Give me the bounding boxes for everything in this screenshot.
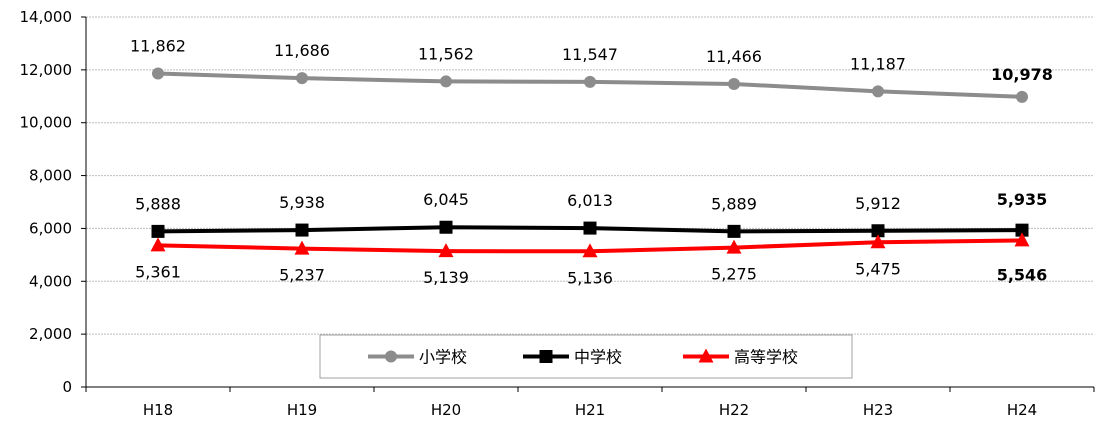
y-tick-label: 4,000 [29,272,72,290]
x-tick-label: H18 [143,401,173,419]
data-point-elementary [872,85,884,98]
x-tick-label: H21 [575,401,605,419]
data-point-elementary [728,77,740,90]
y-tick-label: 2,000 [29,325,72,343]
data-point-high-school [150,237,166,252]
data-point-high-school [726,239,742,254]
data-point-high-school [870,234,886,249]
data-point-junior-high [151,224,165,238]
y-tick-label: 6,000 [29,219,72,237]
x-tick-label: H20 [431,401,461,419]
x-tick-label: H19 [287,401,317,419]
data-point-elementary [1016,90,1028,103]
data-point-elementary [296,72,308,85]
legend-label-junior-high: 中学校 [574,348,622,367]
legend-marker [385,350,397,363]
legend-label-high-school: 高等学校 [734,348,798,367]
data-point-high-school [294,240,310,255]
y-axis-tick-labels: 0 2,000 4,000 6,000 8,000 10,000 12,000 14,000 [20,8,73,396]
data-label-junior-high: 5,938 [279,193,325,212]
data-label-junior-high: 5,912 [855,194,901,213]
data-label-elementary: 11,547 [562,45,618,64]
data-label-elementary: 11,862 [130,37,186,56]
data-point-junior-high [439,220,453,234]
data-label-high-school: 5,237 [279,266,325,285]
data-label-junior-high: 6,045 [423,190,469,209]
data-label-elementary: 11,187 [850,54,906,73]
data-label-junior-high: 6,013 [567,191,613,210]
data-label-high-school: 5,475 [855,259,901,278]
data-label-high-school: 5,361 [135,262,181,281]
legend-marker [698,348,714,363]
y-tick-label: 0 [62,378,72,396]
data-point-junior-high [583,221,597,235]
y-tick-label: 8,000 [29,167,72,185]
data-point-junior-high [1015,223,1029,237]
data-point-elementary [584,75,596,88]
data-point-high-school [1014,232,1030,247]
data-label-elementary: 11,686 [274,41,330,60]
data-label-junior-high: 5,888 [135,194,181,213]
y-tick-label: 12,000 [20,61,73,79]
data-label-elementary: 11,466 [706,47,762,66]
data-point-junior-high [727,224,741,238]
legend-label-elementary: 小学校 [419,348,467,367]
legend: 小学校 中学校 高等学校 [319,334,853,379]
data-label-elementary: 10,978 [991,65,1053,84]
axes [81,16,1095,392]
y-tick-label: 10,000 [20,114,73,132]
data-label-high-school: 5,139 [423,268,469,287]
data-labels: 11,862 11,686 11,562 11,547 11,466 11,187 10,9… [130,37,1053,288]
data-point-high-school [582,243,598,258]
data-point-high-school [438,243,454,258]
x-tick-label: H22 [719,401,749,419]
y-tick-label: 14,000 [20,8,73,26]
series-lines [150,67,1030,258]
data-label-elementary: 11,562 [418,44,474,63]
data-label-junior-high: 5,935 [997,190,1048,209]
data-point-junior-high [295,223,309,237]
legend-marker [539,350,553,363]
data-label-high-school: 5,275 [711,265,757,284]
data-point-elementary [440,75,452,88]
x-axis-tick-labels: H18 H19 H20 H21 H22 H23 H24 [143,401,1037,419]
x-tick-label: H23 [863,401,893,419]
x-tick-label: H24 [1007,401,1037,419]
data-label-high-school: 5,546 [997,265,1048,284]
data-point-elementary [152,67,164,80]
data-label-high-school: 5,136 [567,268,613,287]
data-label-junior-high: 5,889 [711,194,757,213]
data-point-junior-high [871,224,885,238]
